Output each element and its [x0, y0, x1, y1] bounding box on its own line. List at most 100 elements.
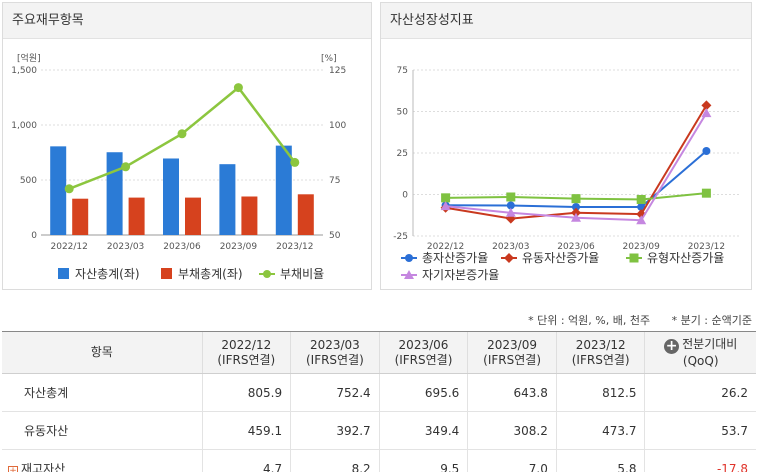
bar-asset-total	[106, 152, 123, 235]
header-period: 2023/06 (IFRS연결)	[378, 331, 468, 374]
series-point-3	[636, 215, 647, 225]
row-label-cell: 자산총계	[2, 373, 202, 412]
series-point-0	[506, 201, 515, 210]
value-cell: 5.8	[555, 449, 645, 472]
debt-ratio-point	[233, 83, 243, 93]
value-cell: 473.7	[555, 411, 645, 450]
row-label-cell: 유동자산	[2, 411, 202, 450]
legend-label-0: 총자산증가율	[422, 251, 488, 265]
asset-growth-chart: -25 0 25 50 75 2022/12 2023/03 2023/06 2023/09 20…	[393, 66, 739, 282]
x-tick-label: 2023/03	[492, 242, 529, 252]
debt-ratio-point	[64, 184, 74, 194]
series-point-0	[702, 147, 711, 156]
x-tick-label: 2022/12	[51, 242, 88, 252]
value-cell: 7.0	[467, 449, 557, 472]
y-left-tick-label: 1,000	[11, 121, 37, 131]
bar-asset-total	[219, 164, 236, 235]
x-tick-label: 2023/12	[688, 242, 725, 252]
y-tick-label: 0	[402, 191, 408, 201]
legend-swatch-asset	[58, 268, 69, 279]
series-point-2	[571, 194, 581, 204]
key-financials-title: 주요재무항목	[3, 3, 371, 39]
legend-swatch-liability	[161, 268, 172, 279]
row-label: 자산총계	[24, 386, 69, 400]
legend-marker-ratio	[263, 270, 271, 278]
key-financials-panel: 주요재무항목 [억원] [%] 0 500 1,000 1,500 50 75 100 125 20…	[2, 2, 372, 290]
legend-label-asset: 자산총계(좌)	[75, 267, 140, 281]
header-item: 항목	[2, 331, 202, 374]
series-point-3	[571, 212, 581, 222]
expand-row-icon[interactable]: +	[8, 466, 18, 472]
x-tick-label: 2023/03	[107, 242, 144, 252]
value-cell: 4.7	[201, 449, 291, 472]
legend-label-3: 자기자본증가율	[422, 268, 499, 282]
legend-marker-0	[405, 254, 413, 262]
debt-ratio-point	[290, 157, 300, 167]
bar-asset-total	[50, 146, 67, 235]
asset-growth-title: 자산성장성지표	[381, 3, 751, 39]
table-header-row: 항목 2022/12 (IFRS연결) 2023/03 (IFRS연결) 2023/…	[2, 331, 756, 374]
bar-asset-total	[275, 145, 292, 235]
y-tick-label: -25	[393, 232, 408, 242]
right-axis-unit: [%]	[321, 54, 337, 64]
legend-label-2: 유형자산증가율	[647, 251, 724, 265]
y-left-tick-label: 500	[20, 176, 37, 186]
value-cell: 308.2	[467, 411, 557, 450]
y-left-tick-label: 0	[31, 231, 37, 241]
series-point-2	[441, 193, 451, 203]
y-right-tick-label: 50	[329, 231, 341, 241]
x-tick-label: 2023/09	[220, 242, 258, 252]
value-cell: 643.8	[467, 373, 557, 412]
row-label: 유동자산	[24, 424, 69, 438]
y-tick-label: 25	[397, 149, 408, 159]
asset-growth-panel: 자산성장성지표 -25 0 25 50 75 2022/12 2023/03 2023/06 2…	[380, 2, 752, 290]
financial-table: 항목 2022/12 (IFRS연결) 2023/03 (IFRS연결) 2023/…	[2, 331, 756, 472]
series-point-2	[701, 188, 711, 198]
header-period: 2023/09 (IFRS연결)	[467, 331, 557, 374]
bar-liability-total	[241, 196, 258, 235]
debt-ratio-point	[121, 162, 131, 172]
legend-label-1: 유동자산증가율	[522, 251, 599, 265]
series-point-3	[505, 207, 516, 217]
add-column-icon[interactable]: +	[664, 337, 680, 354]
debt-ratio-point	[177, 129, 187, 139]
legend-label-ratio: 부채비율	[280, 267, 324, 281]
legend-label-liability: 부채총계(좌)	[178, 267, 243, 281]
series-point-3	[440, 201, 451, 211]
notes: * 단위 : 억원, %, 배, 천주 * 분기 : 순액기준	[510, 312, 752, 328]
legend-marker-1	[504, 253, 514, 263]
bar-asset-total	[163, 158, 179, 235]
qoq-cell: -17.8	[644, 449, 756, 472]
y-tick-label: 50	[397, 108, 409, 118]
y-right-tick-label: 100	[329, 121, 346, 131]
legend-marker-2	[629, 253, 639, 263]
bar-liability-total	[72, 198, 89, 235]
series-point-0	[572, 202, 580, 211]
value-cell: 9.5	[378, 449, 468, 472]
y-tick-label: 75	[397, 66, 408, 76]
table-row: 자산총계 805.9 752.4 695.6 643.8 812.5 26.2	[2, 373, 756, 412]
unit-note: * 단위 : 억원, %, 배, 천주	[528, 314, 651, 327]
legend-marker-3	[404, 270, 414, 279]
x-tick-label: 2023/09	[623, 242, 661, 252]
qoq-cell: 53.7	[644, 411, 756, 450]
series-point-3	[701, 108, 712, 118]
x-tick-label: 2023/12	[276, 242, 313, 252]
x-tick-label: 2022/12	[427, 242, 464, 252]
qoq-cell: 26.2	[644, 373, 756, 412]
y-right-tick-label: 125	[329, 66, 346, 76]
row-label-cell[interactable]: + 재고자산	[2, 449, 202, 472]
header-period: 2022/12 (IFRS연결)	[201, 331, 291, 374]
header-qoq: + 전분기대비 (QoQ)	[644, 331, 756, 374]
value-cell: 752.4	[290, 373, 380, 412]
x-tick-label: 2023/06	[163, 242, 201, 252]
value-cell: 805.9	[201, 373, 291, 412]
bar-liability-total	[297, 194, 314, 235]
header-period: 2023/03 (IFRS연결)	[290, 331, 380, 374]
key-financials-chart: [억원] [%] 0 500 1,000 1,500 50 75 100 125 2022/12 20…	[11, 52, 346, 281]
value-cell: 8.2	[290, 449, 380, 472]
y-right-tick-label: 75	[329, 176, 340, 186]
series-point-2	[506, 192, 516, 202]
value-cell: 695.6	[378, 373, 468, 412]
bar-liability-total	[128, 197, 145, 235]
